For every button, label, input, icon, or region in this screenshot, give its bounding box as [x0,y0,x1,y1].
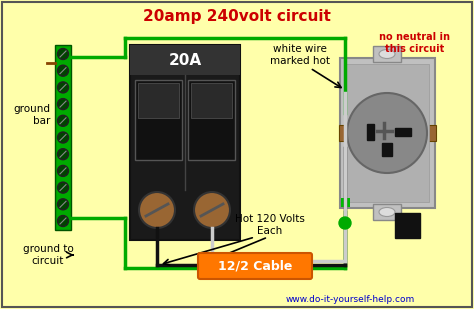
Ellipse shape [379,49,395,58]
Circle shape [57,99,69,110]
Bar [346,64,429,202]
Bar [55,45,71,230]
Circle shape [59,217,67,225]
Bar [367,124,374,140]
Circle shape [194,192,230,228]
Circle shape [59,67,67,75]
Text: ground
bar: ground bar [13,104,50,126]
Bar [339,125,349,141]
Circle shape [57,82,69,93]
Bar [373,204,401,220]
Bar [191,83,232,118]
Bar [341,198,350,207]
Circle shape [57,65,69,76]
Circle shape [57,199,69,210]
Circle shape [57,149,69,160]
Text: 20amp 240volt circuit: 20amp 240volt circuit [143,9,331,23]
Text: white wire
marked hot: white wire marked hot [270,44,330,66]
Text: 20A: 20A [168,53,201,67]
Bar [207,257,219,265]
Text: no neutral in
this circuit: no neutral in this circuit [380,32,450,54]
Text: www.do-it-yourself-help.com: www.do-it-yourself-help.com [285,295,415,304]
Bar [340,58,435,208]
Circle shape [339,217,351,229]
Circle shape [57,215,69,226]
Ellipse shape [379,208,395,217]
Circle shape [59,100,67,108]
Bar [373,46,401,62]
Bar [138,83,179,118]
Circle shape [57,115,69,126]
Circle shape [57,132,69,143]
Polygon shape [395,213,420,238]
Circle shape [59,167,67,175]
Circle shape [59,50,67,58]
Circle shape [59,83,67,91]
Circle shape [57,49,69,60]
Circle shape [59,184,67,192]
Bar [130,45,240,240]
Circle shape [139,192,175,228]
Circle shape [59,117,67,125]
Bar [130,45,240,75]
Circle shape [57,182,69,193]
Circle shape [59,150,67,158]
FancyBboxPatch shape [198,253,312,279]
Bar [135,80,182,160]
Bar [395,128,411,136]
Text: 12/2 Cable: 12/2 Cable [218,260,292,273]
Text: ground to
circuit: ground to circuit [23,244,73,266]
Circle shape [347,93,427,173]
Bar [188,80,235,160]
Text: Hot 120 Volts
Each: Hot 120 Volts Each [235,214,305,236]
Bar [426,125,436,141]
Bar [382,143,392,156]
Circle shape [59,200,67,208]
Circle shape [57,165,69,176]
Circle shape [59,133,67,142]
